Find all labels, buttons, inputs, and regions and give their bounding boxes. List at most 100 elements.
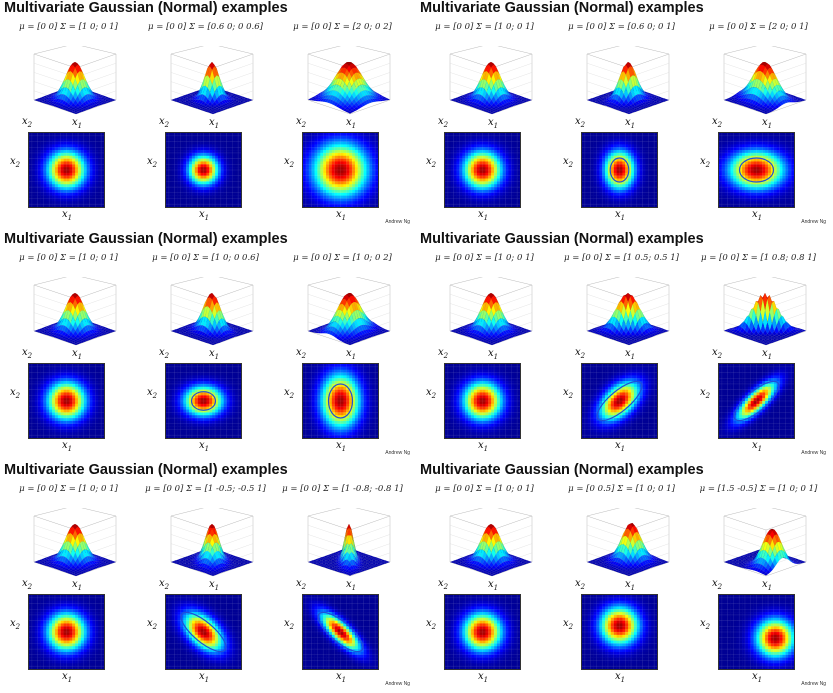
heat-cell [337,133,341,137]
surface-axis-x2-label-subscript: 2 [164,121,170,129]
heat-cell [470,167,475,171]
heat-cell [206,147,210,151]
heat-cell [488,167,492,171]
heat-cell [340,198,344,202]
heat-cell [194,189,199,194]
heat-cell [468,161,472,165]
heat-cell [605,152,609,157]
heat-cell [98,195,102,199]
heat-cell [453,172,457,176]
heat-cell [366,144,370,148]
heat-cell [75,172,79,176]
heat-cell [473,195,478,199]
heat-cell [166,170,170,174]
heat-cell [326,172,330,176]
heat-cell [445,178,449,182]
heat-cell [320,135,324,139]
heat-cell [445,189,449,194]
heat-cell [217,152,222,157]
heat-cell [485,198,489,202]
heat-cell [57,181,62,185]
heat-cell [582,178,586,182]
heat-cell [174,167,178,171]
heat-cell [60,133,64,137]
heat-cell [314,172,318,176]
heat-cell [29,184,33,188]
heat-cell [43,175,47,179]
heat-cell [462,167,466,171]
heat-cell [372,181,376,185]
heat-cell [168,178,173,182]
heat-cell [599,198,603,202]
heat-cell [450,158,454,162]
heat-cell [31,147,36,151]
heat-cell [468,144,472,148]
heat-cell [215,141,219,145]
heat-cell [488,195,492,199]
heat-cell [607,170,612,174]
heat-cell [479,152,483,157]
heat-cell [470,158,475,162]
heat-cell [200,184,204,188]
heat-cell [360,175,364,179]
heat-cell [488,152,492,157]
heat-cell [229,198,233,202]
heat-cell [209,144,213,148]
heat-cell [168,187,173,191]
heat-cell [31,141,36,145]
heat-cell [189,192,193,196]
heat-cell [92,164,96,168]
heat-cell [596,161,600,165]
heat-cell [60,181,64,185]
heat-cell [303,164,307,168]
heat-cell [86,195,90,199]
heat-cell [43,204,47,207]
heat-cell [453,152,457,157]
heat-cell [340,161,344,165]
heat-cell [197,198,201,202]
heat-cell [86,158,90,162]
heat-cell [31,192,36,196]
heat-cell [482,198,486,202]
heat-cell [625,158,629,162]
heat-cell [514,167,518,171]
heat-cell [83,178,87,182]
heat-cell [206,152,210,157]
heat-cell [191,175,196,179]
heat-cell [582,201,586,205]
heat-cell [235,175,239,179]
heat-cell [465,167,469,171]
heat-cell [369,170,373,174]
heat-cell [582,192,586,196]
heat-cell [89,152,93,157]
heat-cell [177,161,181,165]
heat-cell [470,192,475,196]
heat-cell [340,187,344,191]
heat-cell [605,175,609,179]
heat-cell [326,170,330,174]
heat-cell [462,192,466,196]
heat-cell [215,175,219,179]
heat-cell [587,152,591,157]
heat-cell [49,184,53,188]
heat-cell [186,178,190,182]
heat-cell [29,189,33,194]
heat-cell [473,167,478,171]
axis-frame-line [449,46,484,55]
heat-cell [593,184,597,188]
heat-cell [488,141,492,145]
heat-cell [479,192,483,196]
heat-cell [360,164,364,168]
heat-cell [197,189,201,194]
heat-cell [66,158,70,162]
heat-cell [40,172,44,176]
heat-cell [37,133,41,137]
heat-cell [54,195,59,199]
heat-cell [215,155,219,159]
heat-cell [57,158,62,162]
heat-cell [317,198,321,202]
heat-cell [69,155,73,159]
heat-cell [226,152,230,157]
heat-cell [349,167,353,171]
heat-cell [37,158,41,162]
